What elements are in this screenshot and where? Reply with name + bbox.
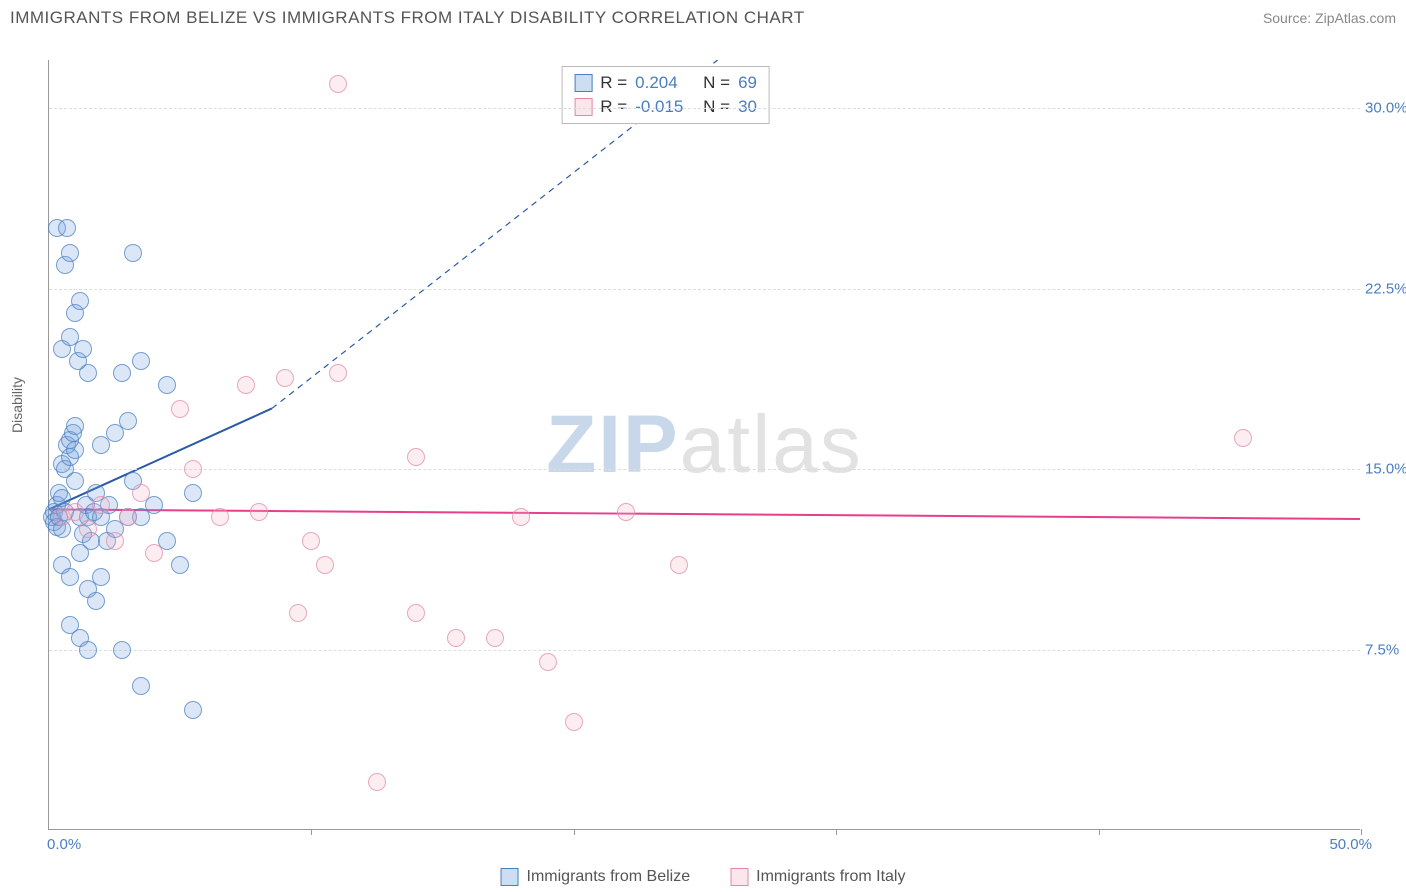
- data-point-italy: [106, 532, 124, 550]
- grid-line: [49, 289, 1360, 290]
- data-point-belize: [113, 364, 131, 382]
- n-label: N =: [703, 73, 730, 93]
- r-value-italy: -0.015: [635, 97, 695, 117]
- trend-lines-svg: [49, 60, 1360, 829]
- data-point-italy: [302, 532, 320, 550]
- title-bar: IMMIGRANTS FROM BELIZE VS IMMIGRANTS FRO…: [10, 8, 1396, 28]
- data-point-italy: [237, 376, 255, 394]
- r-label: R =: [600, 97, 627, 117]
- x-tick: [311, 829, 312, 835]
- data-point-belize: [79, 641, 97, 659]
- legend-item-belize: Immigrants from Belize: [501, 868, 691, 886]
- legend-label-italy: Immigrants from Italy: [756, 868, 905, 886]
- data-point-italy: [368, 773, 386, 791]
- plot-area: ZIPatlas Disability 0.0% 50.0% R =0.204N…: [48, 60, 1360, 830]
- data-point-italy: [184, 460, 202, 478]
- swatch-belize-icon: [501, 868, 519, 886]
- y-axis-label: Disability: [9, 376, 25, 432]
- y-tick-label: 22.5%: [1365, 280, 1406, 297]
- data-point-belize: [124, 244, 142, 262]
- data-point-belize: [132, 677, 150, 695]
- data-point-italy: [617, 503, 635, 521]
- data-point-italy: [289, 604, 307, 622]
- data-point-belize: [71, 292, 89, 310]
- data-point-italy: [539, 653, 557, 671]
- chart-title: IMMIGRANTS FROM BELIZE VS IMMIGRANTS FRO…: [10, 8, 805, 28]
- legend-label-belize: Immigrants from Belize: [527, 868, 691, 886]
- data-point-italy: [66, 503, 84, 521]
- r-label: R =: [600, 73, 627, 93]
- r-value-belize: 0.204: [635, 73, 695, 93]
- y-tick-label: 30.0%: [1365, 100, 1406, 117]
- data-point-italy: [329, 75, 347, 93]
- n-value-belize: 69: [738, 73, 757, 93]
- data-point-belize: [66, 472, 84, 490]
- data-point-italy: [512, 508, 530, 526]
- x-tick: [1361, 829, 1362, 835]
- data-point-italy: [407, 604, 425, 622]
- y-tick-label: 7.5%: [1365, 641, 1406, 658]
- x-max-label: 50.0%: [1329, 836, 1372, 853]
- grid-line: [49, 650, 1360, 651]
- data-point-italy: [447, 629, 465, 647]
- swatch-italy-icon: [730, 868, 748, 886]
- grid-line: [49, 469, 1360, 470]
- data-point-italy: [92, 496, 110, 514]
- data-point-italy: [329, 364, 347, 382]
- swatch-belize-icon: [574, 74, 592, 92]
- legend-item-italy: Immigrants from Italy: [730, 868, 905, 886]
- data-point-italy: [316, 556, 334, 574]
- data-point-belize: [74, 340, 92, 358]
- data-point-italy: [119, 508, 137, 526]
- data-point-belize: [184, 484, 202, 502]
- data-point-belize: [158, 376, 176, 394]
- data-point-italy: [79, 520, 97, 538]
- watermark: ZIPatlas: [546, 398, 863, 492]
- watermark-zip: ZIP: [546, 399, 680, 490]
- legend-stats-row-belize: R = 0.204 N = 69: [574, 71, 757, 95]
- x-tick: [574, 829, 575, 835]
- source-prefix: Source:: [1263, 10, 1315, 26]
- data-point-italy: [132, 484, 150, 502]
- data-point-italy: [670, 556, 688, 574]
- legend-stats-row-italy: R = -0.015 N = 30: [574, 95, 757, 119]
- n-value-italy: 30: [738, 97, 757, 117]
- source-name: ZipAtlas.com: [1315, 10, 1396, 26]
- data-point-belize: [71, 544, 89, 562]
- swatch-italy-icon: [574, 98, 592, 116]
- data-point-belize: [87, 592, 105, 610]
- data-point-belize: [113, 641, 131, 659]
- chart-container: IMMIGRANTS FROM BELIZE VS IMMIGRANTS FRO…: [0, 0, 1406, 892]
- x-tick: [1099, 829, 1100, 835]
- y-tick-label: 15.0%: [1365, 461, 1406, 478]
- data-point-belize: [132, 352, 150, 370]
- watermark-atlas: atlas: [680, 399, 863, 490]
- trend-line-italy: [49, 509, 1360, 519]
- data-point-italy: [486, 629, 504, 647]
- data-point-italy: [145, 544, 163, 562]
- data-point-italy: [211, 508, 229, 526]
- data-point-belize: [171, 556, 189, 574]
- data-point-belize: [66, 417, 84, 435]
- source-label: Source: ZipAtlas.com: [1263, 10, 1396, 26]
- n-label: N =: [703, 97, 730, 117]
- data-point-italy: [565, 713, 583, 731]
- data-point-belize: [61, 568, 79, 586]
- data-point-belize: [58, 219, 76, 237]
- data-point-italy: [1234, 429, 1252, 447]
- data-point-belize: [61, 244, 79, 262]
- data-point-belize: [66, 441, 84, 459]
- data-point-italy: [407, 448, 425, 466]
- data-point-italy: [276, 369, 294, 387]
- data-point-belize: [184, 701, 202, 719]
- x-tick: [836, 829, 837, 835]
- x-origin-label: 0.0%: [47, 836, 81, 853]
- grid-line: [49, 108, 1360, 109]
- bottom-legend: Immigrants from Belize Immigrants from I…: [501, 868, 906, 886]
- legend-stats-box: R = 0.204 N = 69 R = -0.015 N = 30: [561, 66, 770, 124]
- data-point-belize: [119, 412, 137, 430]
- data-point-belize: [92, 568, 110, 586]
- data-point-italy: [171, 400, 189, 418]
- data-point-italy: [250, 503, 268, 521]
